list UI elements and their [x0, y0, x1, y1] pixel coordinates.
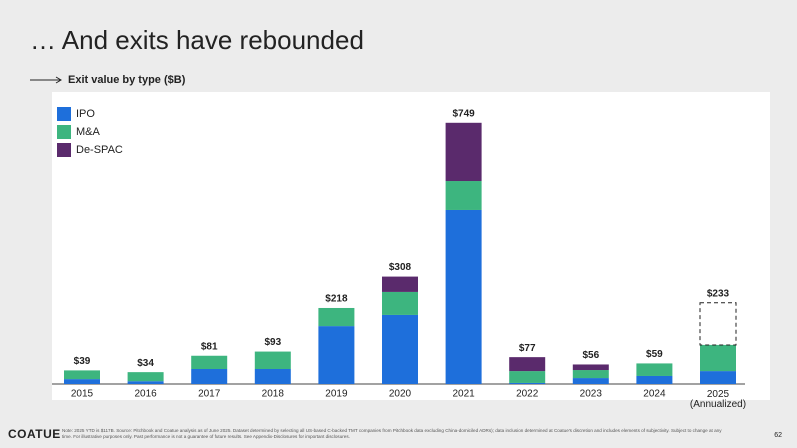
page-number: 62 — [774, 432, 782, 439]
x-tick-label: 2015 — [71, 389, 94, 400]
bar-segment — [64, 370, 100, 380]
x-tick-label: 2025 (Annualized) — [690, 389, 746, 410]
bar-segment — [127, 381, 164, 384]
x-tick-label: 2020 — [389, 389, 412, 400]
total-label: $56 — [582, 350, 599, 361]
total-label: $34 — [137, 358, 154, 369]
bar-segment — [382, 276, 418, 292]
bar-segment — [445, 209, 482, 384]
bar-segment — [382, 291, 418, 315]
projected-segment — [699, 302, 737, 346]
bar-segment — [445, 122, 482, 182]
bar-segment — [572, 378, 609, 384]
total-label: $218 — [325, 294, 348, 305]
legend-swatch — [57, 125, 71, 139]
bar-segment — [191, 369, 228, 384]
brand: COATUE — [8, 427, 61, 441]
bar-segment — [636, 375, 673, 384]
total-label: $39 — [74, 356, 91, 367]
bar-segment — [382, 314, 418, 384]
bar-segment — [254, 369, 291, 384]
x-tick-label: 2024 — [643, 389, 666, 400]
legend-swatch — [57, 143, 71, 157]
footnote: Note: 2025 YTD is $117B. Source: Pitchbo… — [62, 428, 722, 439]
total-label: $59 — [646, 349, 663, 360]
bar-segment — [318, 326, 355, 384]
bar-segment — [509, 357, 546, 372]
bar-segment — [636, 363, 673, 376]
total-label: $308 — [389, 262, 412, 273]
arrow-head — [55, 76, 62, 84]
total-label: $93 — [264, 337, 281, 348]
bar-segment — [509, 371, 546, 383]
x-tick-label: 2018 — [262, 389, 285, 400]
total-label: $77 — [519, 343, 536, 354]
bar-segment — [572, 370, 609, 379]
bar-segment — [700, 371, 736, 384]
bar-segment — [191, 355, 228, 370]
bar-segment — [254, 351, 291, 370]
bar-segment — [572, 364, 609, 371]
footnote-box: Note: 2025 YTD is $117B. Source: Pitchbo… — [62, 428, 722, 439]
x-tick-label: 2019 — [325, 389, 348, 400]
x-tick-label: 2017 — [198, 389, 221, 400]
bar-segment — [127, 372, 164, 382]
total-label: $81 — [201, 341, 218, 352]
bar-segment — [509, 382, 546, 384]
x-tick-label: 2021 — [452, 389, 475, 400]
legend-label: M&A — [76, 126, 101, 138]
bar-segment — [445, 181, 482, 210]
total-label: $749 — [452, 108, 475, 119]
legend-label: IPO — [76, 108, 95, 120]
x-tick-label: 2016 — [134, 389, 157, 400]
legend-label: De-SPAC — [76, 144, 123, 156]
bar-segment — [318, 307, 355, 327]
x-tick-label: 2022 — [516, 389, 539, 400]
x-tick-label: 2023 — [580, 389, 603, 400]
legend-swatch — [57, 107, 71, 121]
total-label: $233 — [707, 288, 730, 299]
chart-subtitle: Exit value by type ($B) — [68, 74, 186, 86]
bar-segment — [700, 344, 736, 372]
slide-title: … And exits have rebounded — [30, 25, 364, 55]
bar-segment — [64, 379, 100, 384]
